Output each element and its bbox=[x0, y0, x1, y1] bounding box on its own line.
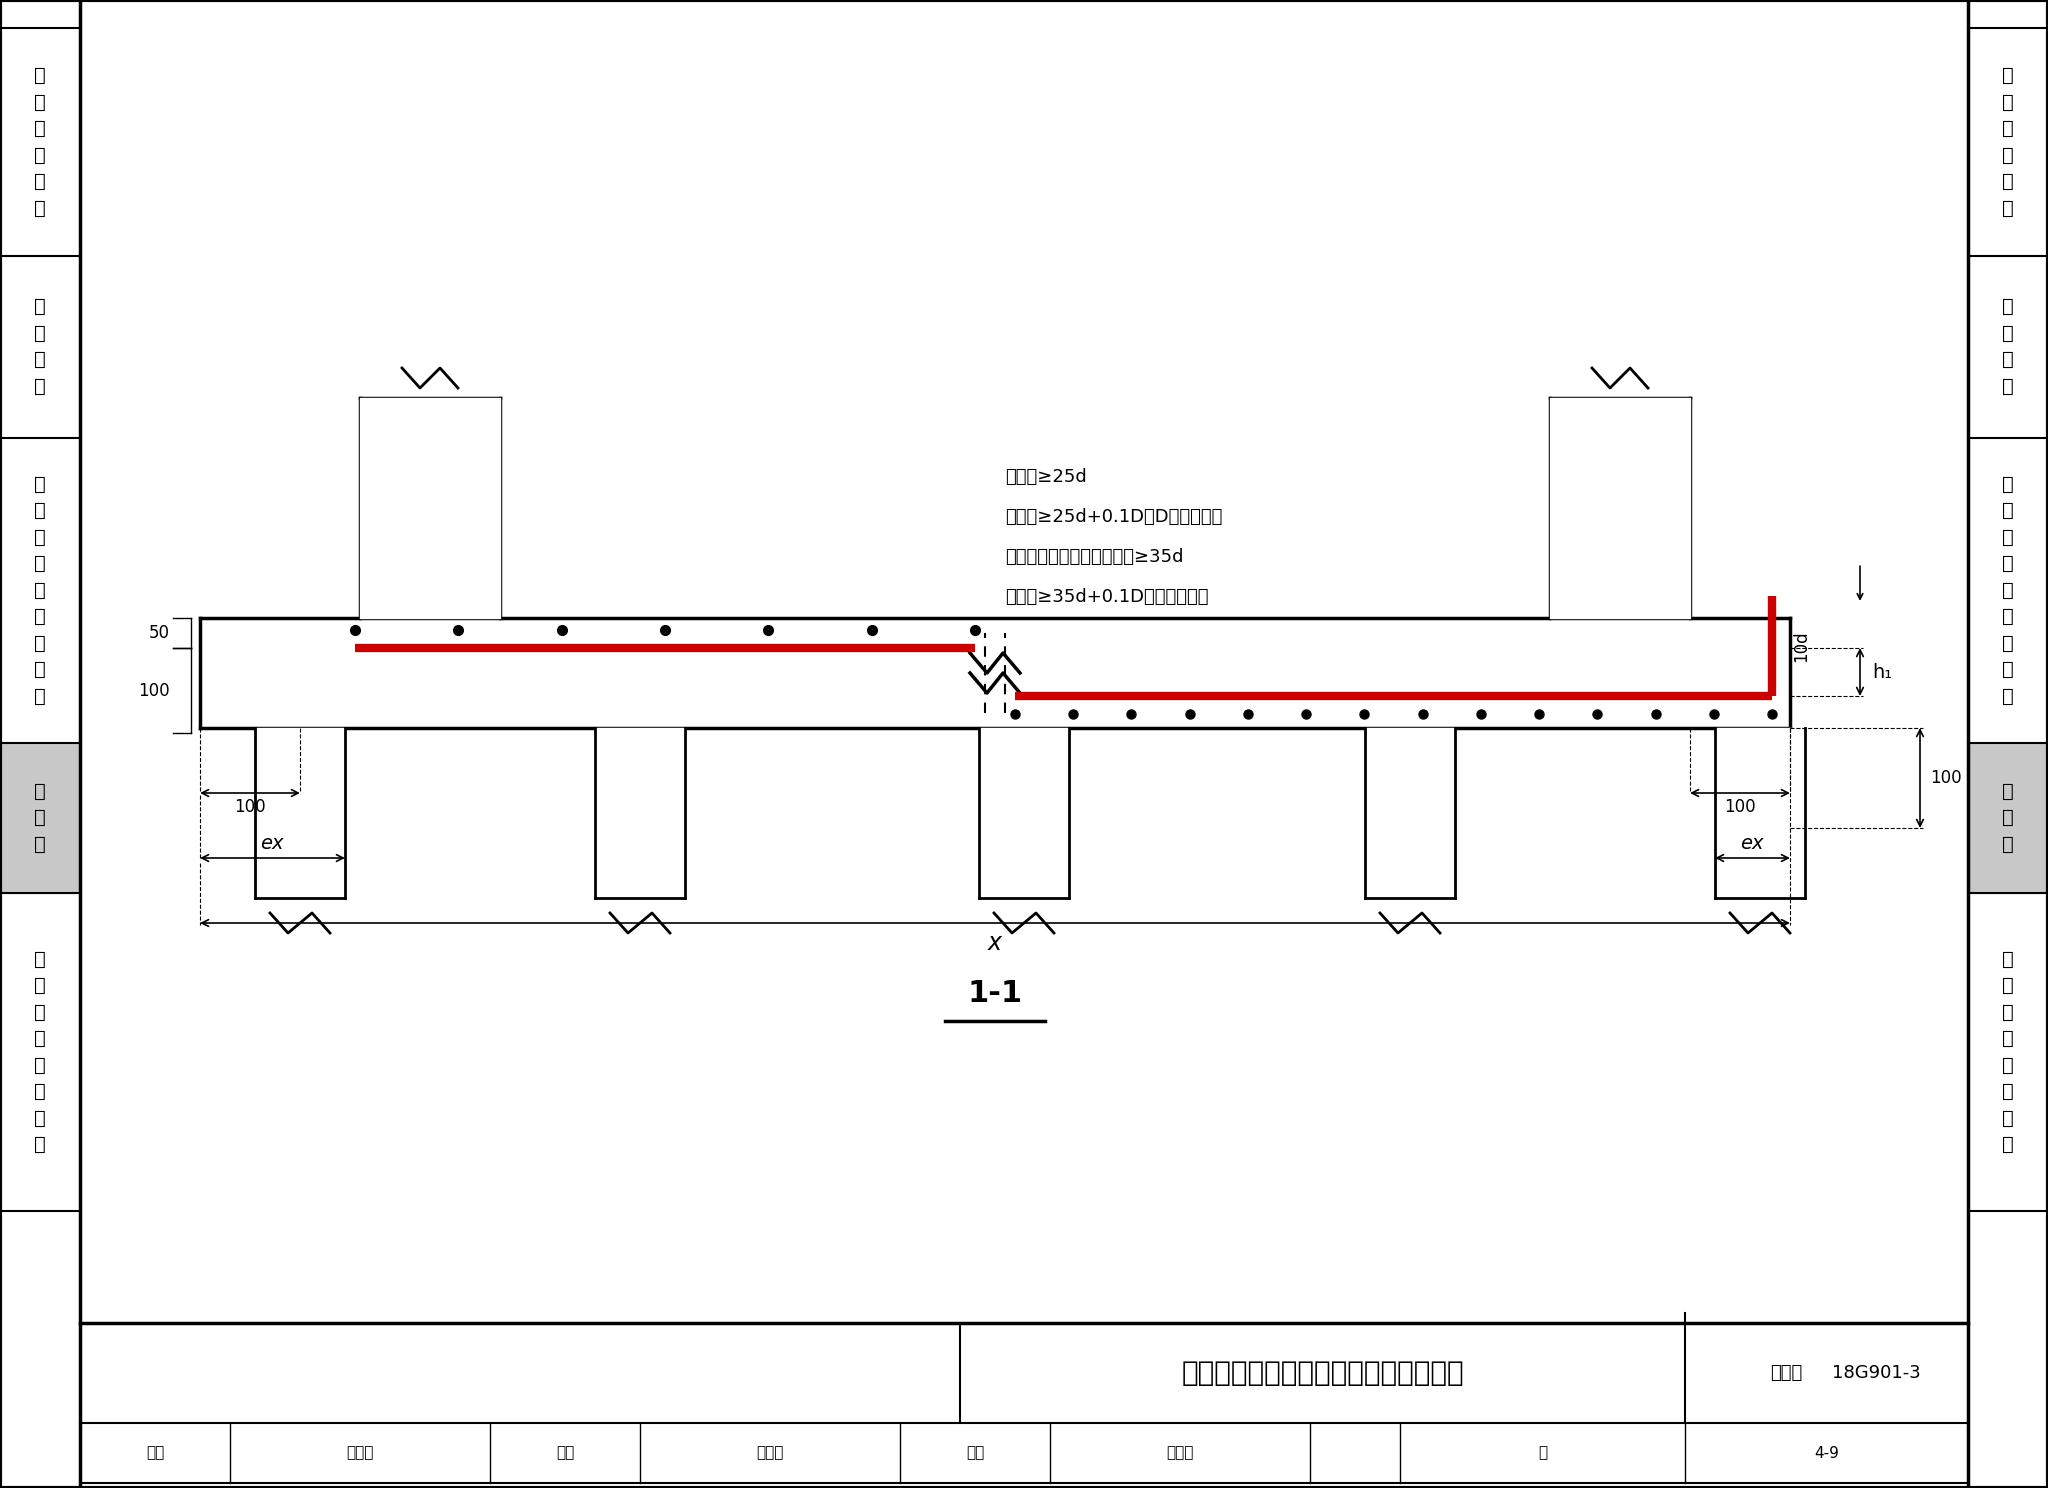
Text: 与
基
础
有
关
的
构
造: 与 基 础 有 关 的 构 造 bbox=[2003, 949, 2013, 1155]
Text: 一
般
构
造
要
求: 一 般 构 造 要 求 bbox=[35, 65, 45, 217]
Text: 一
般
构
造
要
求: 一 般 构 造 要 求 bbox=[2003, 65, 2013, 217]
Text: 10d: 10d bbox=[1792, 631, 1810, 662]
Text: 18G901-3: 18G901-3 bbox=[1833, 1364, 1921, 1382]
Text: 图集号: 图集号 bbox=[1769, 1364, 1802, 1382]
Text: 独
立
基
础: 独 立 基 础 bbox=[35, 298, 45, 396]
Text: 100: 100 bbox=[233, 798, 266, 815]
Text: 校对: 校对 bbox=[555, 1445, 573, 1461]
Text: 设计: 设计 bbox=[967, 1445, 985, 1461]
Text: 100: 100 bbox=[1929, 769, 1962, 787]
Text: 桩
基
础: 桩 基 础 bbox=[2003, 781, 2013, 854]
Text: 或圆桩≥35d+0.1D时可不弯折）: 或圆桩≥35d+0.1D时可不弯折） bbox=[1006, 588, 1208, 606]
Text: 条
形
基
础
与
筏
形
基
础: 条 形 基 础 与 筏 形 基 础 bbox=[2003, 475, 2013, 705]
Text: x: x bbox=[987, 931, 1001, 955]
Text: 条
形
基
础
与
筏
形
基
础: 条 形 基 础 与 筏 形 基 础 bbox=[35, 475, 45, 705]
Text: 圆桩：≥25d+0.1D，D为圆桩直径: 圆桩：≥25d+0.1D，D为圆桩直径 bbox=[1006, 507, 1223, 525]
Text: 审核: 审核 bbox=[145, 1445, 164, 1461]
Text: 与
基
础
有
关
的
构
造: 与 基 础 有 关 的 构 造 bbox=[35, 949, 45, 1155]
Text: 50: 50 bbox=[150, 623, 170, 641]
Text: ex: ex bbox=[1741, 833, 1763, 853]
Text: 方桩：≥25d: 方桩：≥25d bbox=[1006, 469, 1087, 487]
Text: 100: 100 bbox=[139, 682, 170, 699]
Text: 桩
基
础: 桩 基 础 bbox=[35, 781, 45, 854]
Text: 1-1: 1-1 bbox=[967, 979, 1022, 1007]
Text: 王怀元: 王怀元 bbox=[1165, 1445, 1194, 1461]
Text: 刘小楠: 刘小楠 bbox=[756, 1445, 784, 1461]
Text: h₁: h₁ bbox=[1872, 662, 1892, 682]
Text: ex: ex bbox=[260, 833, 285, 853]
Text: 双柱联合承台底部与顶部钢筋排布构造: 双柱联合承台底部与顶部钢筋排布构造 bbox=[1182, 1359, 1464, 1387]
Text: 页: 页 bbox=[1538, 1445, 1546, 1461]
Text: 100: 100 bbox=[1724, 798, 1755, 815]
Text: （当伸至端部直段长度方桩≥35d: （当伸至端部直段长度方桩≥35d bbox=[1006, 548, 1184, 565]
Text: 黄志刚: 黄志刚 bbox=[346, 1445, 373, 1461]
Text: 独
立
基
础: 独 立 基 础 bbox=[2003, 298, 2013, 396]
Text: 4-9: 4-9 bbox=[1815, 1445, 1839, 1461]
